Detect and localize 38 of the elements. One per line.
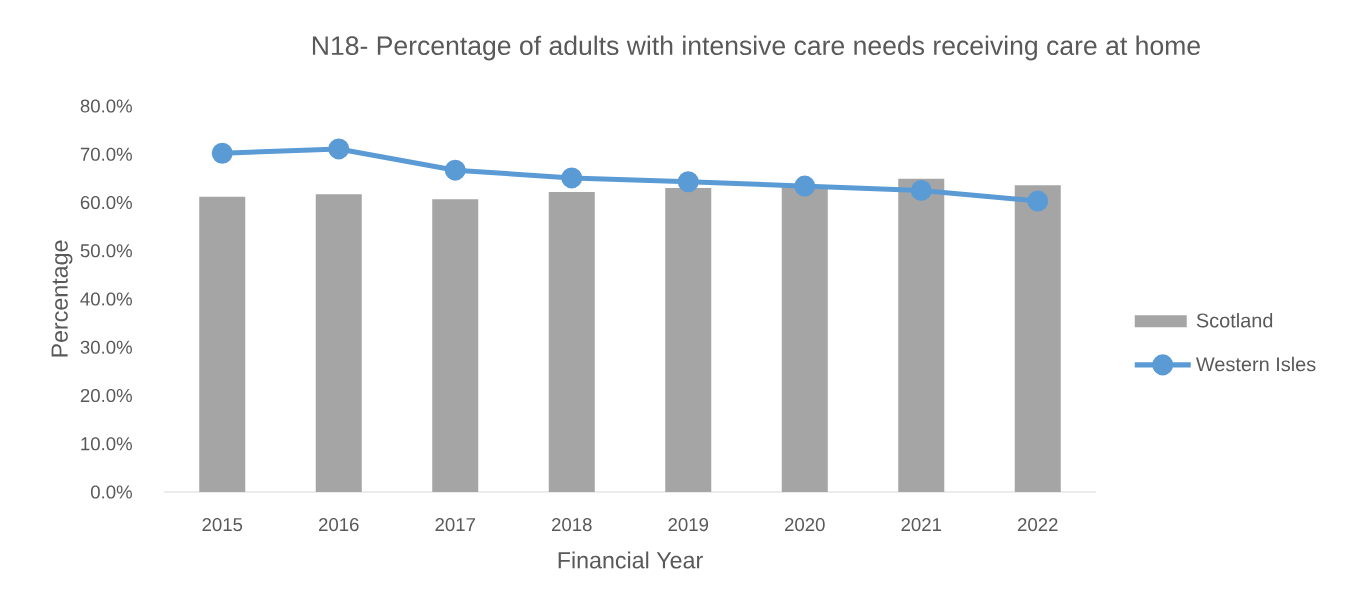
- legend-label: Western Isles: [1195, 356, 1316, 372]
- x-tick-label: 2016: [319, 518, 359, 532]
- bar: [548, 191, 595, 492]
- point: [211, 142, 233, 164]
- point: [444, 159, 466, 181]
- y-tick-label: 30.0%: [80, 340, 132, 354]
- y-tick-label: 80.0%: [80, 99, 132, 113]
- bar: [665, 188, 712, 492]
- bar: [898, 178, 945, 492]
- x-tick-label: 2020: [785, 518, 825, 532]
- y-tick-label: 40.0%: [80, 292, 132, 306]
- x-axis-title: Financial Year: [558, 551, 703, 569]
- legend-label: Scotland: [1196, 312, 1273, 328]
- y-tick-label: 50.0%: [80, 244, 132, 258]
- bar: [1014, 185, 1061, 492]
- y-tick-label: 60.0%: [80, 195, 132, 210]
- point: [1027, 190, 1049, 212]
- y-tick-label: 0.0%: [90, 485, 132, 499]
- bar: [199, 196, 246, 492]
- y-tick-label: 10.0%: [81, 437, 132, 451]
- y-tick-label: 20.0%: [80, 388, 132, 403]
- x-tick-label: 2021: [901, 518, 942, 532]
- point: [328, 138, 350, 160]
- chart-title: N18- Percentage of adults with intensive care needs receiving care at home: [312, 35, 1200, 61]
- x-tick-label: 2018: [552, 518, 592, 532]
- x-tick-label: 2015: [202, 518, 243, 532]
- x-tick-label: 2019: [668, 518, 709, 532]
- bar: [781, 185, 828, 492]
- x-tick-label: 2017: [435, 518, 475, 532]
- point: [561, 167, 583, 189]
- bar: [315, 194, 362, 492]
- bar: [432, 199, 479, 492]
- x-tick-label: 2022: [1018, 518, 1058, 532]
- y-tick-label: 70.0%: [80, 147, 132, 161]
- point: [677, 171, 699, 193]
- point: [910, 179, 932, 201]
- point: [794, 175, 816, 197]
- y-axis-title: Percentage: [51, 240, 73, 357]
